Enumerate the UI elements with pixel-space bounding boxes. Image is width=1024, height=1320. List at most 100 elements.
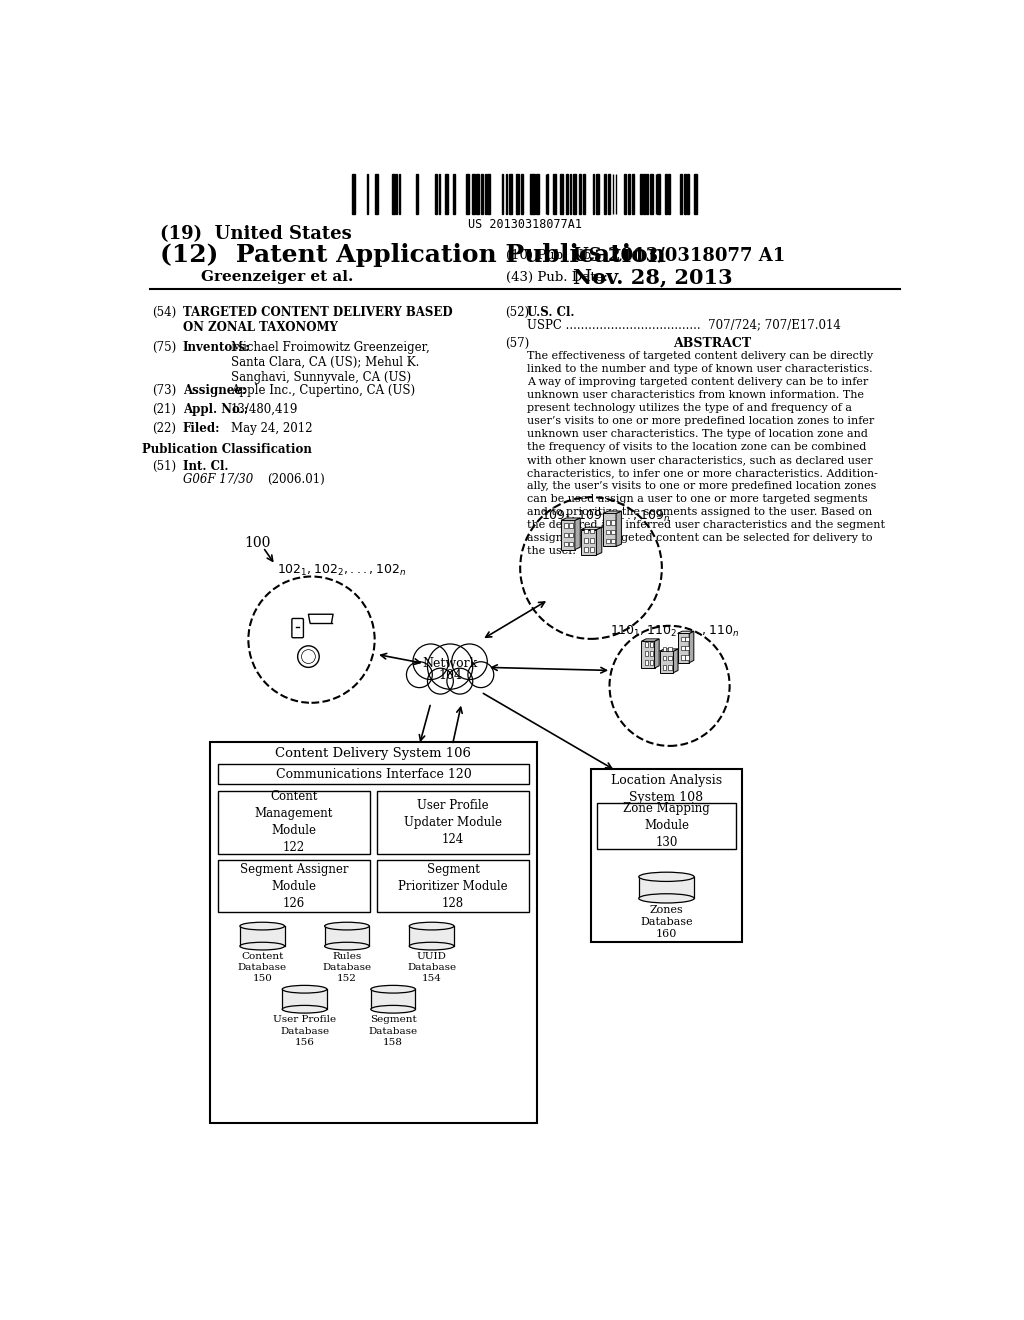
Bar xyxy=(639,876,694,899)
Bar xyxy=(657,174,660,214)
Bar xyxy=(217,763,529,784)
Bar xyxy=(352,174,354,214)
Text: Segment
Database
158: Segment Database 158 xyxy=(369,1015,418,1047)
Bar xyxy=(649,642,653,647)
Bar xyxy=(608,174,610,214)
Bar xyxy=(398,174,400,214)
Bar xyxy=(534,174,535,214)
Polygon shape xyxy=(581,527,602,529)
Text: (22): (22) xyxy=(153,422,176,434)
Polygon shape xyxy=(689,631,694,663)
Text: $109_1, 109_2, ..., 109_n$: $109_1, 109_2, ..., 109_n$ xyxy=(541,508,670,524)
Bar xyxy=(632,174,634,214)
Bar xyxy=(650,174,653,214)
Text: G06F 17/30: G06F 17/30 xyxy=(183,473,253,486)
Polygon shape xyxy=(561,520,574,549)
Bar xyxy=(584,174,585,214)
Bar xyxy=(681,645,685,651)
Bar xyxy=(560,174,563,214)
Text: (75): (75) xyxy=(153,341,176,354)
Polygon shape xyxy=(596,527,602,554)
Ellipse shape xyxy=(325,942,370,950)
Bar xyxy=(444,174,447,214)
Text: Publication Classification: Publication Classification xyxy=(142,444,311,457)
Bar xyxy=(643,174,645,214)
Text: US 20130318077A1: US 20130318077A1 xyxy=(468,218,582,231)
Bar xyxy=(668,665,672,669)
Bar xyxy=(564,532,568,537)
Text: Content Delivery System 106: Content Delivery System 106 xyxy=(275,747,471,760)
Polygon shape xyxy=(641,642,654,668)
Bar xyxy=(569,532,573,537)
Text: $110_1, 110_2, ..., 110_n$: $110_1, 110_2, ..., 110_n$ xyxy=(610,624,739,639)
Text: User Profile
Updater Module
124: User Profile Updater Module 124 xyxy=(404,799,502,846)
Bar xyxy=(584,548,588,552)
Bar xyxy=(371,989,416,1010)
Bar xyxy=(454,174,455,214)
Text: (19)  United States: (19) United States xyxy=(160,224,351,243)
Circle shape xyxy=(452,644,487,680)
Bar xyxy=(684,174,686,214)
Text: (21): (21) xyxy=(153,404,176,416)
Bar xyxy=(681,636,685,642)
Polygon shape xyxy=(616,511,622,546)
Text: Communications Interface 120: Communications Interface 120 xyxy=(275,767,471,780)
Text: Content
Database
150: Content Database 150 xyxy=(238,952,287,983)
Text: Michael Froimowitz Greenzeiger,
Santa Clara, CA (US); Mehul K.
Sanghavi, Sunnyva: Michael Froimowitz Greenzeiger, Santa Cl… xyxy=(230,341,429,384)
Text: Segment Assigner
Module
126: Segment Assigner Module 126 xyxy=(240,862,348,909)
Text: Greenzeiger et al.: Greenzeiger et al. xyxy=(202,271,353,284)
Bar xyxy=(487,174,490,214)
Text: (43) Pub. Date:: (43) Pub. Date: xyxy=(506,271,607,284)
Bar xyxy=(392,174,395,214)
Text: UUID
Database
154: UUID Database 154 xyxy=(408,952,457,983)
Ellipse shape xyxy=(325,923,370,929)
Circle shape xyxy=(407,661,432,688)
Polygon shape xyxy=(641,639,659,642)
Bar xyxy=(573,174,575,214)
Ellipse shape xyxy=(283,1006,327,1014)
Polygon shape xyxy=(574,517,581,549)
Text: US 2013/0318077 A1: US 2013/0318077 A1 xyxy=(573,247,785,264)
Polygon shape xyxy=(581,529,596,554)
Bar xyxy=(506,174,507,214)
Bar xyxy=(564,541,568,546)
Bar xyxy=(685,655,689,660)
Text: 13/480,419: 13/480,419 xyxy=(230,404,298,416)
Text: Apple Inc., Cupertino, CA (US): Apple Inc., Cupertino, CA (US) xyxy=(230,384,415,397)
Text: User Profile
Database
156: User Profile Database 156 xyxy=(273,1015,336,1047)
Bar xyxy=(644,642,648,647)
Text: 104: 104 xyxy=(438,668,462,681)
Bar xyxy=(590,539,594,543)
Bar xyxy=(625,174,626,214)
Bar xyxy=(649,660,653,665)
Text: Appl. No.:: Appl. No.: xyxy=(183,404,248,416)
Bar xyxy=(663,656,667,660)
Bar xyxy=(646,174,648,214)
Text: Filed:: Filed: xyxy=(183,422,220,434)
Text: Location Analysis
System 108: Location Analysis System 108 xyxy=(611,774,722,804)
Text: USPC ....................................  707/724; 707/E17.014: USPC ...................................… xyxy=(527,318,841,331)
Bar xyxy=(584,529,588,533)
Bar xyxy=(481,174,483,214)
Text: (51): (51) xyxy=(153,461,176,474)
Text: TARGETED CONTENT DELIVERY BASED
ON ZONAL TAXONOMY: TARGETED CONTENT DELIVERY BASED ON ZONAL… xyxy=(183,306,453,334)
Bar xyxy=(649,651,653,656)
Text: Inventors:: Inventors: xyxy=(183,341,251,354)
Polygon shape xyxy=(654,639,659,668)
Text: (54): (54) xyxy=(153,306,176,319)
Polygon shape xyxy=(659,651,674,673)
Circle shape xyxy=(446,668,473,694)
Polygon shape xyxy=(603,511,622,513)
Bar xyxy=(466,174,469,214)
Bar xyxy=(569,541,573,546)
Bar xyxy=(435,174,437,214)
Bar xyxy=(668,647,672,651)
Bar xyxy=(694,174,697,214)
Bar xyxy=(377,859,529,912)
Bar xyxy=(217,791,371,854)
Polygon shape xyxy=(678,634,689,663)
Bar xyxy=(644,660,648,665)
Bar xyxy=(530,174,532,214)
Bar xyxy=(472,174,475,214)
Text: (57): (57) xyxy=(506,337,529,350)
